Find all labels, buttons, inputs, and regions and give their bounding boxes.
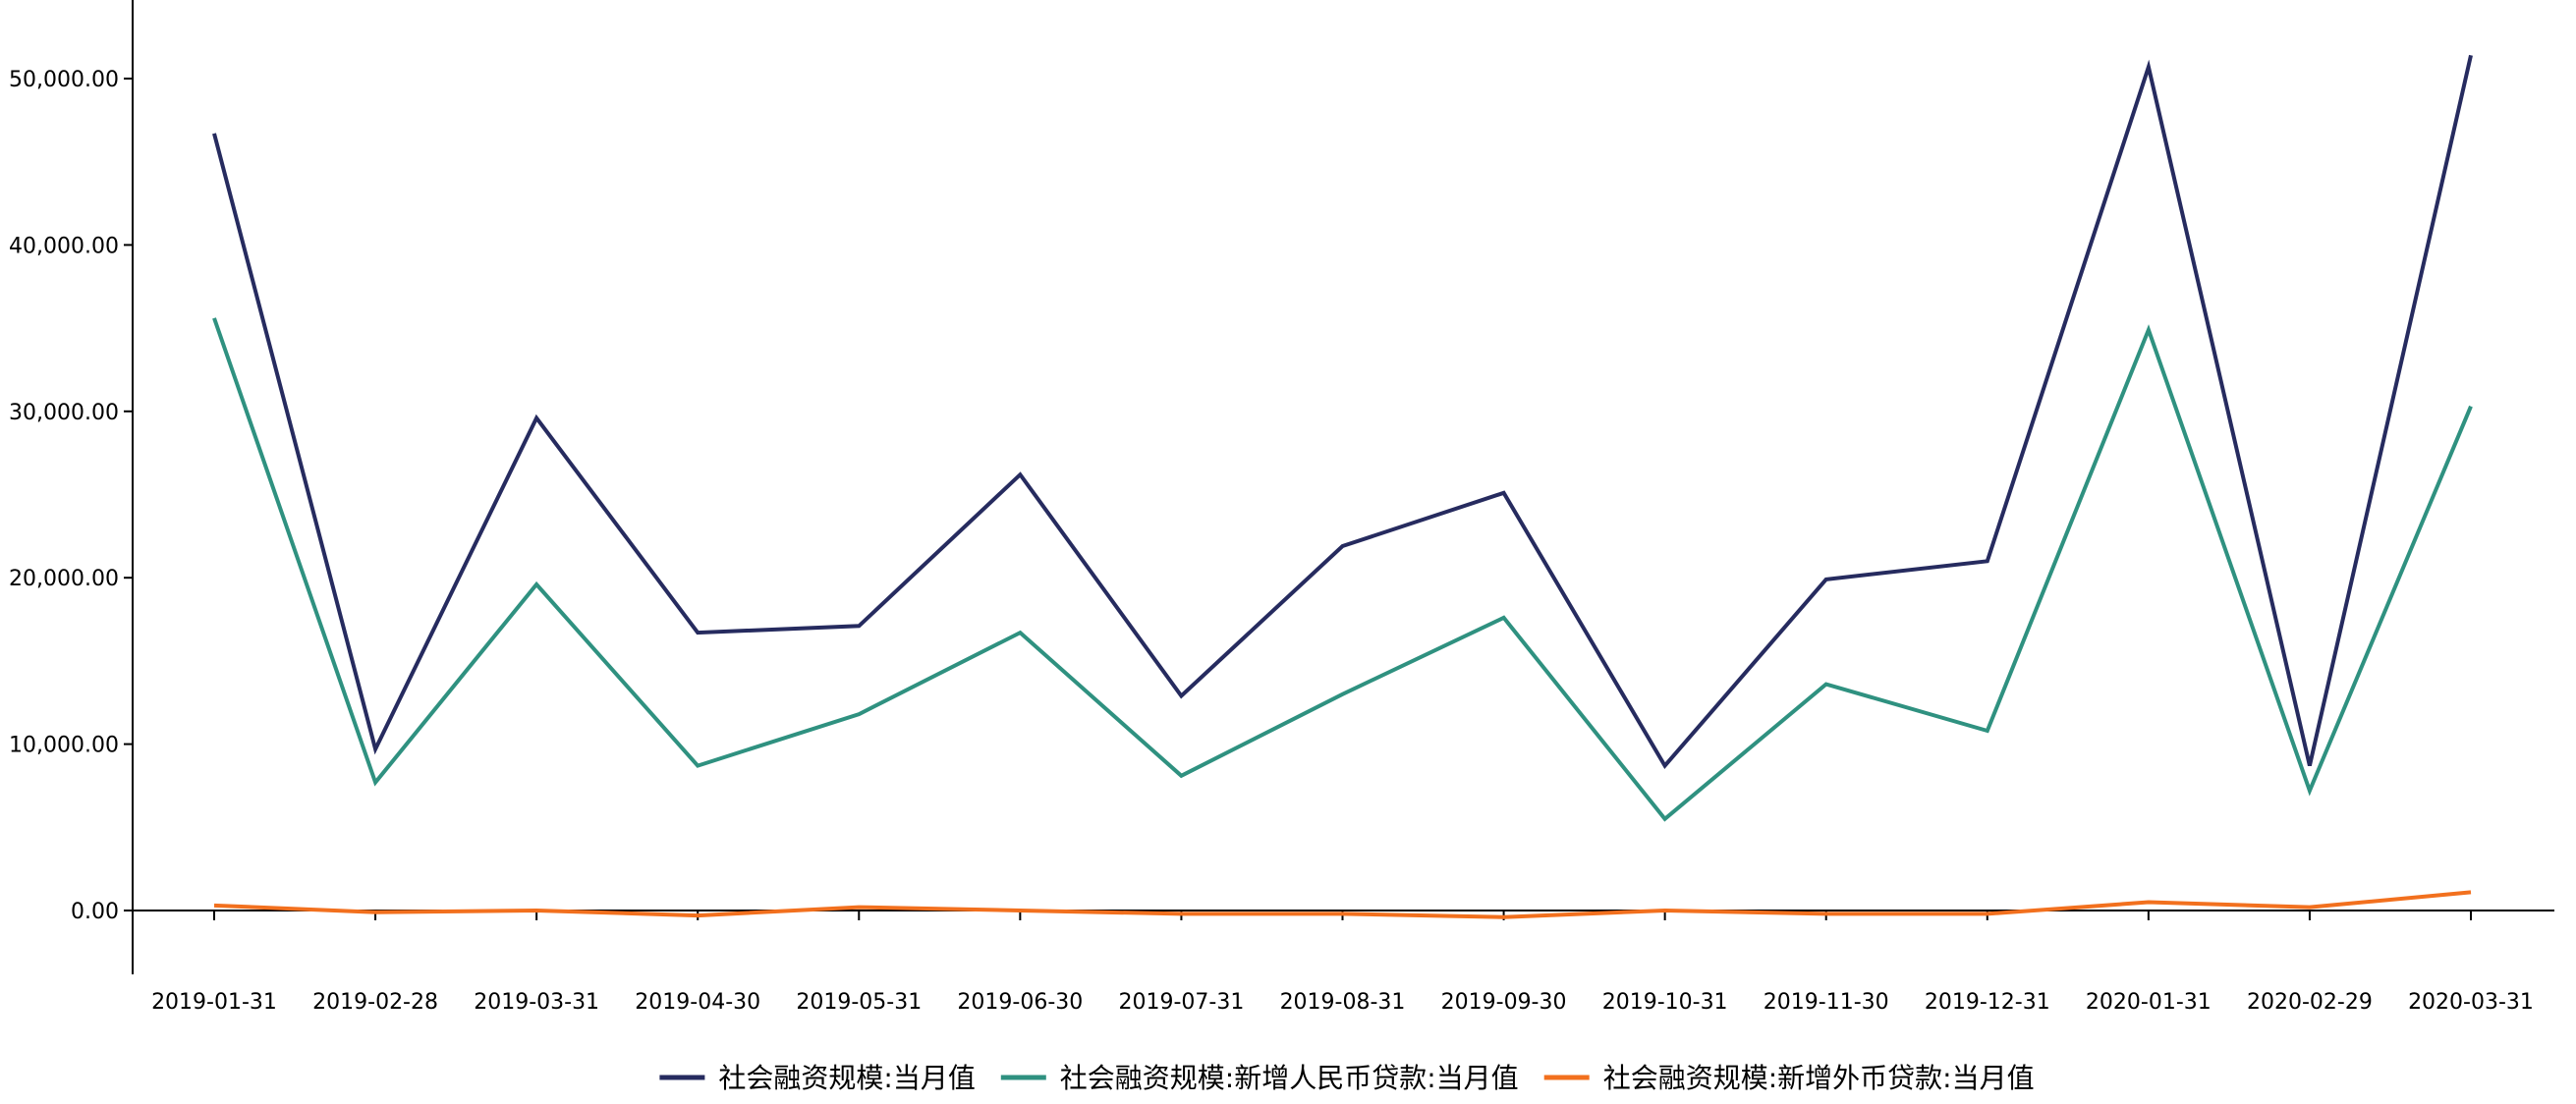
legend-label: 社会融资规模:当月值 <box>718 1062 975 1094</box>
legend-label: 社会融资规模:新增外币贷款:当月值 <box>1603 1062 2035 1094</box>
x-tick-label: 2019-09-30 <box>1441 990 1567 1015</box>
series-line-1 <box>212 54 2473 770</box>
x-tick-label: 2019-01-31 <box>151 990 277 1015</box>
y-tick-label: 40,000.00 <box>9 234 119 258</box>
y-tick-label: 30,000.00 <box>9 401 119 425</box>
x-tick-label: 2019-10-31 <box>1602 990 1728 1015</box>
x-tick-label: 2020-02-29 <box>2247 990 2373 1015</box>
x-tick-label: 2019-08-31 <box>1280 990 1406 1015</box>
legend: 社会融资规模:当月值 社会融资规模:新增人民币贷款:当月值 社会融资规模:新增外币贷… <box>659 1062 2035 1094</box>
legend-item-1: 社会融资规模:当月值 <box>659 1062 976 1094</box>
x-axis: 2019-01-31 2019-02-28 2019-03-31 2019-04-30… <box>133 910 2554 1015</box>
x-tick-label: 2019-04-30 <box>635 990 760 1015</box>
y-tick-label: 50,000.00 <box>9 68 119 92</box>
x-tick-label: 2019-06-30 <box>957 990 1083 1015</box>
x-tick-label: 2019-12-31 <box>1925 990 2050 1015</box>
series-layer <box>212 54 2473 919</box>
y-tick-label: 0.00 <box>71 900 119 924</box>
legend-item-2: 社会融资规模:新增人民币贷款:当月值 <box>1000 1062 1519 1094</box>
y-axis: 0.00 10,000.00 20,000.00 30,000.00 40,000.00… <box>9 0 134 974</box>
legend-label: 社会融资规模:新增人民币贷款:当月值 <box>1060 1062 1519 1094</box>
series-line-2 <box>212 317 2473 822</box>
y-tick-label: 10,000.00 <box>9 734 119 758</box>
series-line-3 <box>213 890 2472 919</box>
x-tick-label: 2019-07-31 <box>1118 990 1244 1015</box>
x-tick-label: 2020-01-31 <box>2086 990 2212 1015</box>
x-tick-label: 2019-05-31 <box>796 990 922 1015</box>
x-tick-label: 2019-11-30 <box>1764 990 1889 1015</box>
x-tick-label: 2019-03-31 <box>474 990 599 1015</box>
x-tick-label: 2020-03-31 <box>2408 990 2534 1015</box>
x-tick-label: 2019-02-28 <box>312 990 438 1015</box>
y-tick-label: 20,000.00 <box>9 567 119 591</box>
legend-item-3: 社会融资规模:新增外币贷款:当月值 <box>1543 1062 2035 1094</box>
